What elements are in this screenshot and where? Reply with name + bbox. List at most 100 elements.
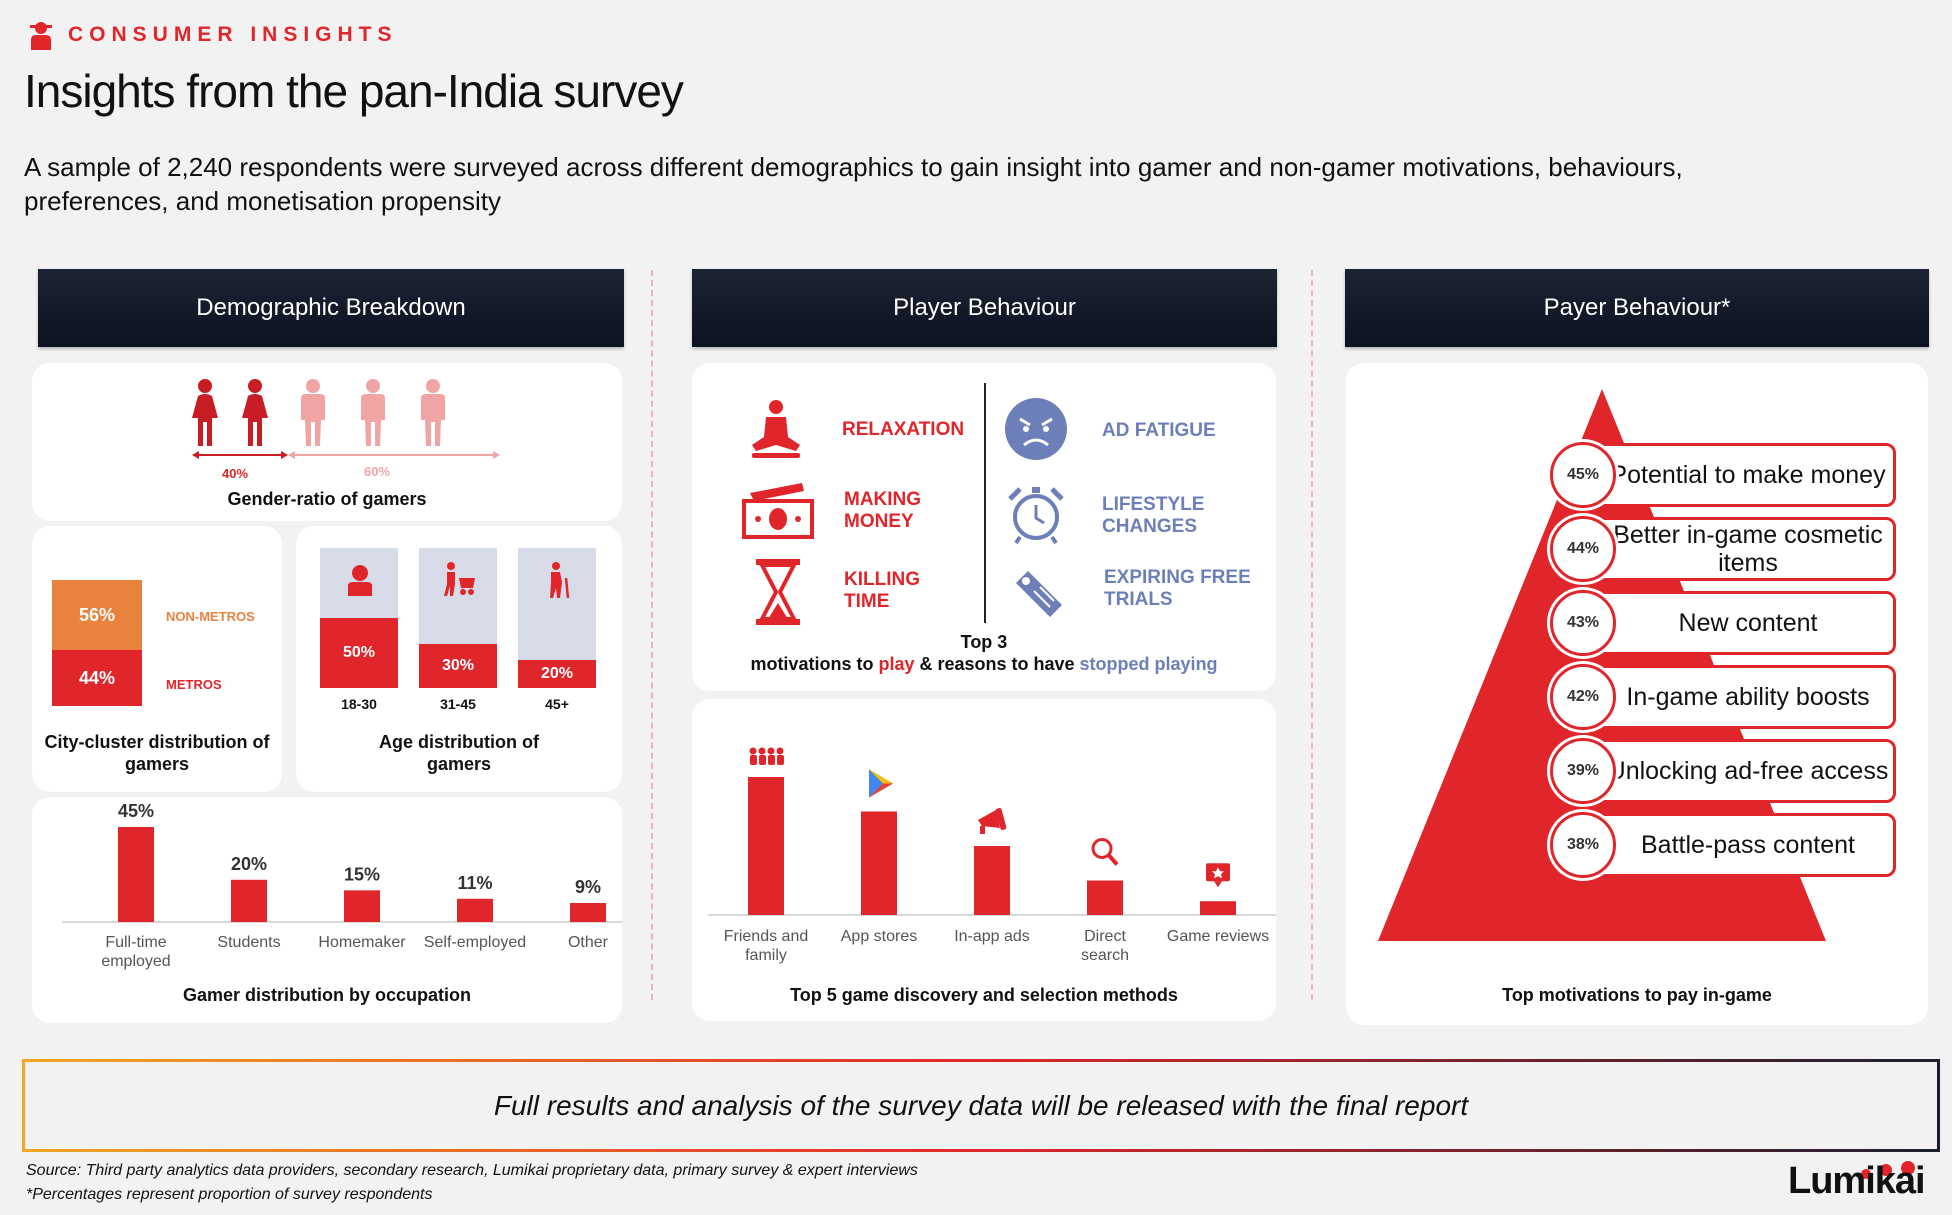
occupation-value: 15% [344, 864, 380, 884]
elderly-icon [550, 562, 570, 598]
hourglass-icon [756, 559, 800, 625]
discovery-category: family [745, 947, 787, 964]
column-header-demographic: Demographic Breakdown [38, 269, 624, 347]
occupation-bar [231, 879, 267, 922]
female-pct: 40% [222, 466, 249, 481]
male-pct: 60% [364, 464, 391, 479]
angry-face-icon [1005, 398, 1067, 460]
stop-reason: AD FATIGUE [1102, 420, 1216, 441]
nonmetro-bar: 56% [52, 580, 142, 650]
pay-motivation-pct: 42% [1550, 664, 1616, 730]
play-reason: RELAXATION [842, 419, 965, 440]
nonmetro-label: NON-METROS [166, 609, 255, 624]
motivations-caption: Top 3 motivations to play & reasons to h… [750, 632, 1218, 674]
occupation-label: Gamer distribution by occupation [182, 985, 472, 1005]
group-people-icon [749, 747, 784, 765]
occupation-category: Self-employed [424, 934, 526, 951]
motivations-card: RELAXATION MAKING MONEY KILLING TIME AD FA… [692, 363, 1276, 691]
pay-motivation-pct: 39% [1550, 738, 1616, 804]
megaphone-icon [978, 808, 1007, 834]
age-range: 31-45 [440, 696, 476, 712]
column-divider [1311, 270, 1313, 1000]
kicker-text: CONSUMER INSIGHTS [68, 23, 398, 46]
column-divider [651, 270, 653, 1000]
play-reason: KILLING TIME [844, 569, 920, 612]
gender-arrows [192, 451, 500, 459]
pay-motivation-pct: 44% [1550, 516, 1616, 582]
discovery-category: App stores [841, 928, 917, 945]
motivation-divider [984, 383, 986, 623]
stop-reason: LIFESTYLE CHANGES [1102, 494, 1205, 537]
city-label: City-cluster distribution of gamers [44, 732, 270, 774]
alarm-clock-icon [1008, 487, 1064, 545]
occupation-bar [118, 827, 154, 922]
meditation-icon [752, 400, 800, 458]
discovery-category: search [1081, 947, 1129, 964]
gender-card: 40% 60% Gender-ratio of gamers [32, 363, 622, 521]
discovery-bar [974, 846, 1010, 915]
discovery-category: Game reviews [1167, 928, 1269, 945]
parent-stroller-icon [444, 562, 475, 596]
stop-reason: EXPIRING FREE TRIALS [1104, 567, 1251, 610]
gender-figures [192, 379, 445, 446]
occupation-bar [344, 890, 380, 922]
occupation-value: 20% [231, 854, 267, 874]
metro-label: METROS [166, 677, 222, 692]
release-note: Full results and analysis of the survey … [22, 1059, 1940, 1152]
occupation-value: 11% [457, 873, 492, 893]
discovery-card: Friends and family App stores In-app ads Dir… [692, 699, 1276, 1021]
pay-motivation-label: Unlocking ad-free access [1600, 739, 1896, 803]
occupation-category: Homemaker [318, 934, 406, 951]
discovery-bar [1200, 901, 1236, 915]
person-icon [30, 22, 52, 50]
occupation-value: 45% [118, 801, 154, 821]
metro-bar: 44% [52, 650, 142, 706]
occupation-bar [457, 898, 493, 922]
age-card: 50% 30% 20% 18-30 31-45 45+ Age distribu… [296, 526, 622, 792]
female-icon [242, 379, 268, 446]
occupation-chart: 45% Full-time employed 20% Students 15% Homema… [62, 801, 622, 970]
pay-motivation-pct: 43% [1550, 590, 1616, 656]
pay-motivation-label: Better in-game cosmetic items [1600, 517, 1896, 581]
male-icon [301, 379, 325, 446]
discovery-bar [1087, 880, 1123, 915]
male-icon [421, 379, 445, 446]
pay-motivation-label: In-game ability boosts [1600, 665, 1896, 729]
column-header-payer: Payer Behaviour* [1345, 269, 1929, 347]
payer-card: Potential to make money 45% Better in-game… [1346, 363, 1928, 1025]
gender-label: Gender-ratio of gamers [227, 489, 427, 509]
price-tag-icon [1016, 571, 1062, 617]
pay-motivation-pct: 38% [1550, 812, 1616, 878]
discovery-chart: Friends and family App stores In-app ads Dir… [708, 747, 1276, 964]
pay-motivation-label: New content [1600, 591, 1896, 655]
occupation-category: employed [101, 953, 170, 970]
money-icon [742, 483, 814, 539]
occupation-value: 9% [575, 877, 601, 897]
female-icon [192, 379, 218, 446]
pay-motivation-pct: 45% [1550, 442, 1616, 508]
age-range: 45+ [545, 696, 569, 712]
section-kicker: CONSUMER INSIGHTS [28, 20, 398, 50]
male-icon [361, 379, 385, 446]
pay-motivation-label: Potential to make money [1600, 443, 1896, 507]
play-store-icon [869, 769, 893, 798]
source-note: Source: Third party analytics data provi… [26, 1162, 918, 1179]
occupation-card: 45% Full-time employed 20% Students 15% Homema… [32, 797, 622, 1023]
age-bar: 50% [320, 618, 398, 688]
age-bar: 20% [518, 660, 596, 688]
pay-motivation-label: Battle-pass content [1600, 813, 1896, 877]
play-reason: MAKING MONEY [844, 489, 922, 532]
occupation-category: Full-time [105, 934, 166, 951]
page-title: Insights from the pan-India survey [24, 65, 684, 117]
search-icon [1091, 838, 1119, 866]
column-header-player: Player Behaviour [692, 269, 1277, 347]
discovery-category: Direct [1084, 928, 1126, 945]
age-bar: 30% [419, 644, 497, 688]
discovery-category: In-app ads [954, 928, 1030, 945]
age-label: Age distribution of gamers [379, 732, 539, 774]
page-subtitle: A sample of 2,240 respondents were surve… [24, 152, 1683, 216]
age-range: 18-30 [341, 696, 377, 712]
footnote: *Percentages represent proportion of sur… [26, 1186, 433, 1203]
occupation-bar [570, 903, 606, 922]
occupation-category: Other [568, 934, 609, 951]
